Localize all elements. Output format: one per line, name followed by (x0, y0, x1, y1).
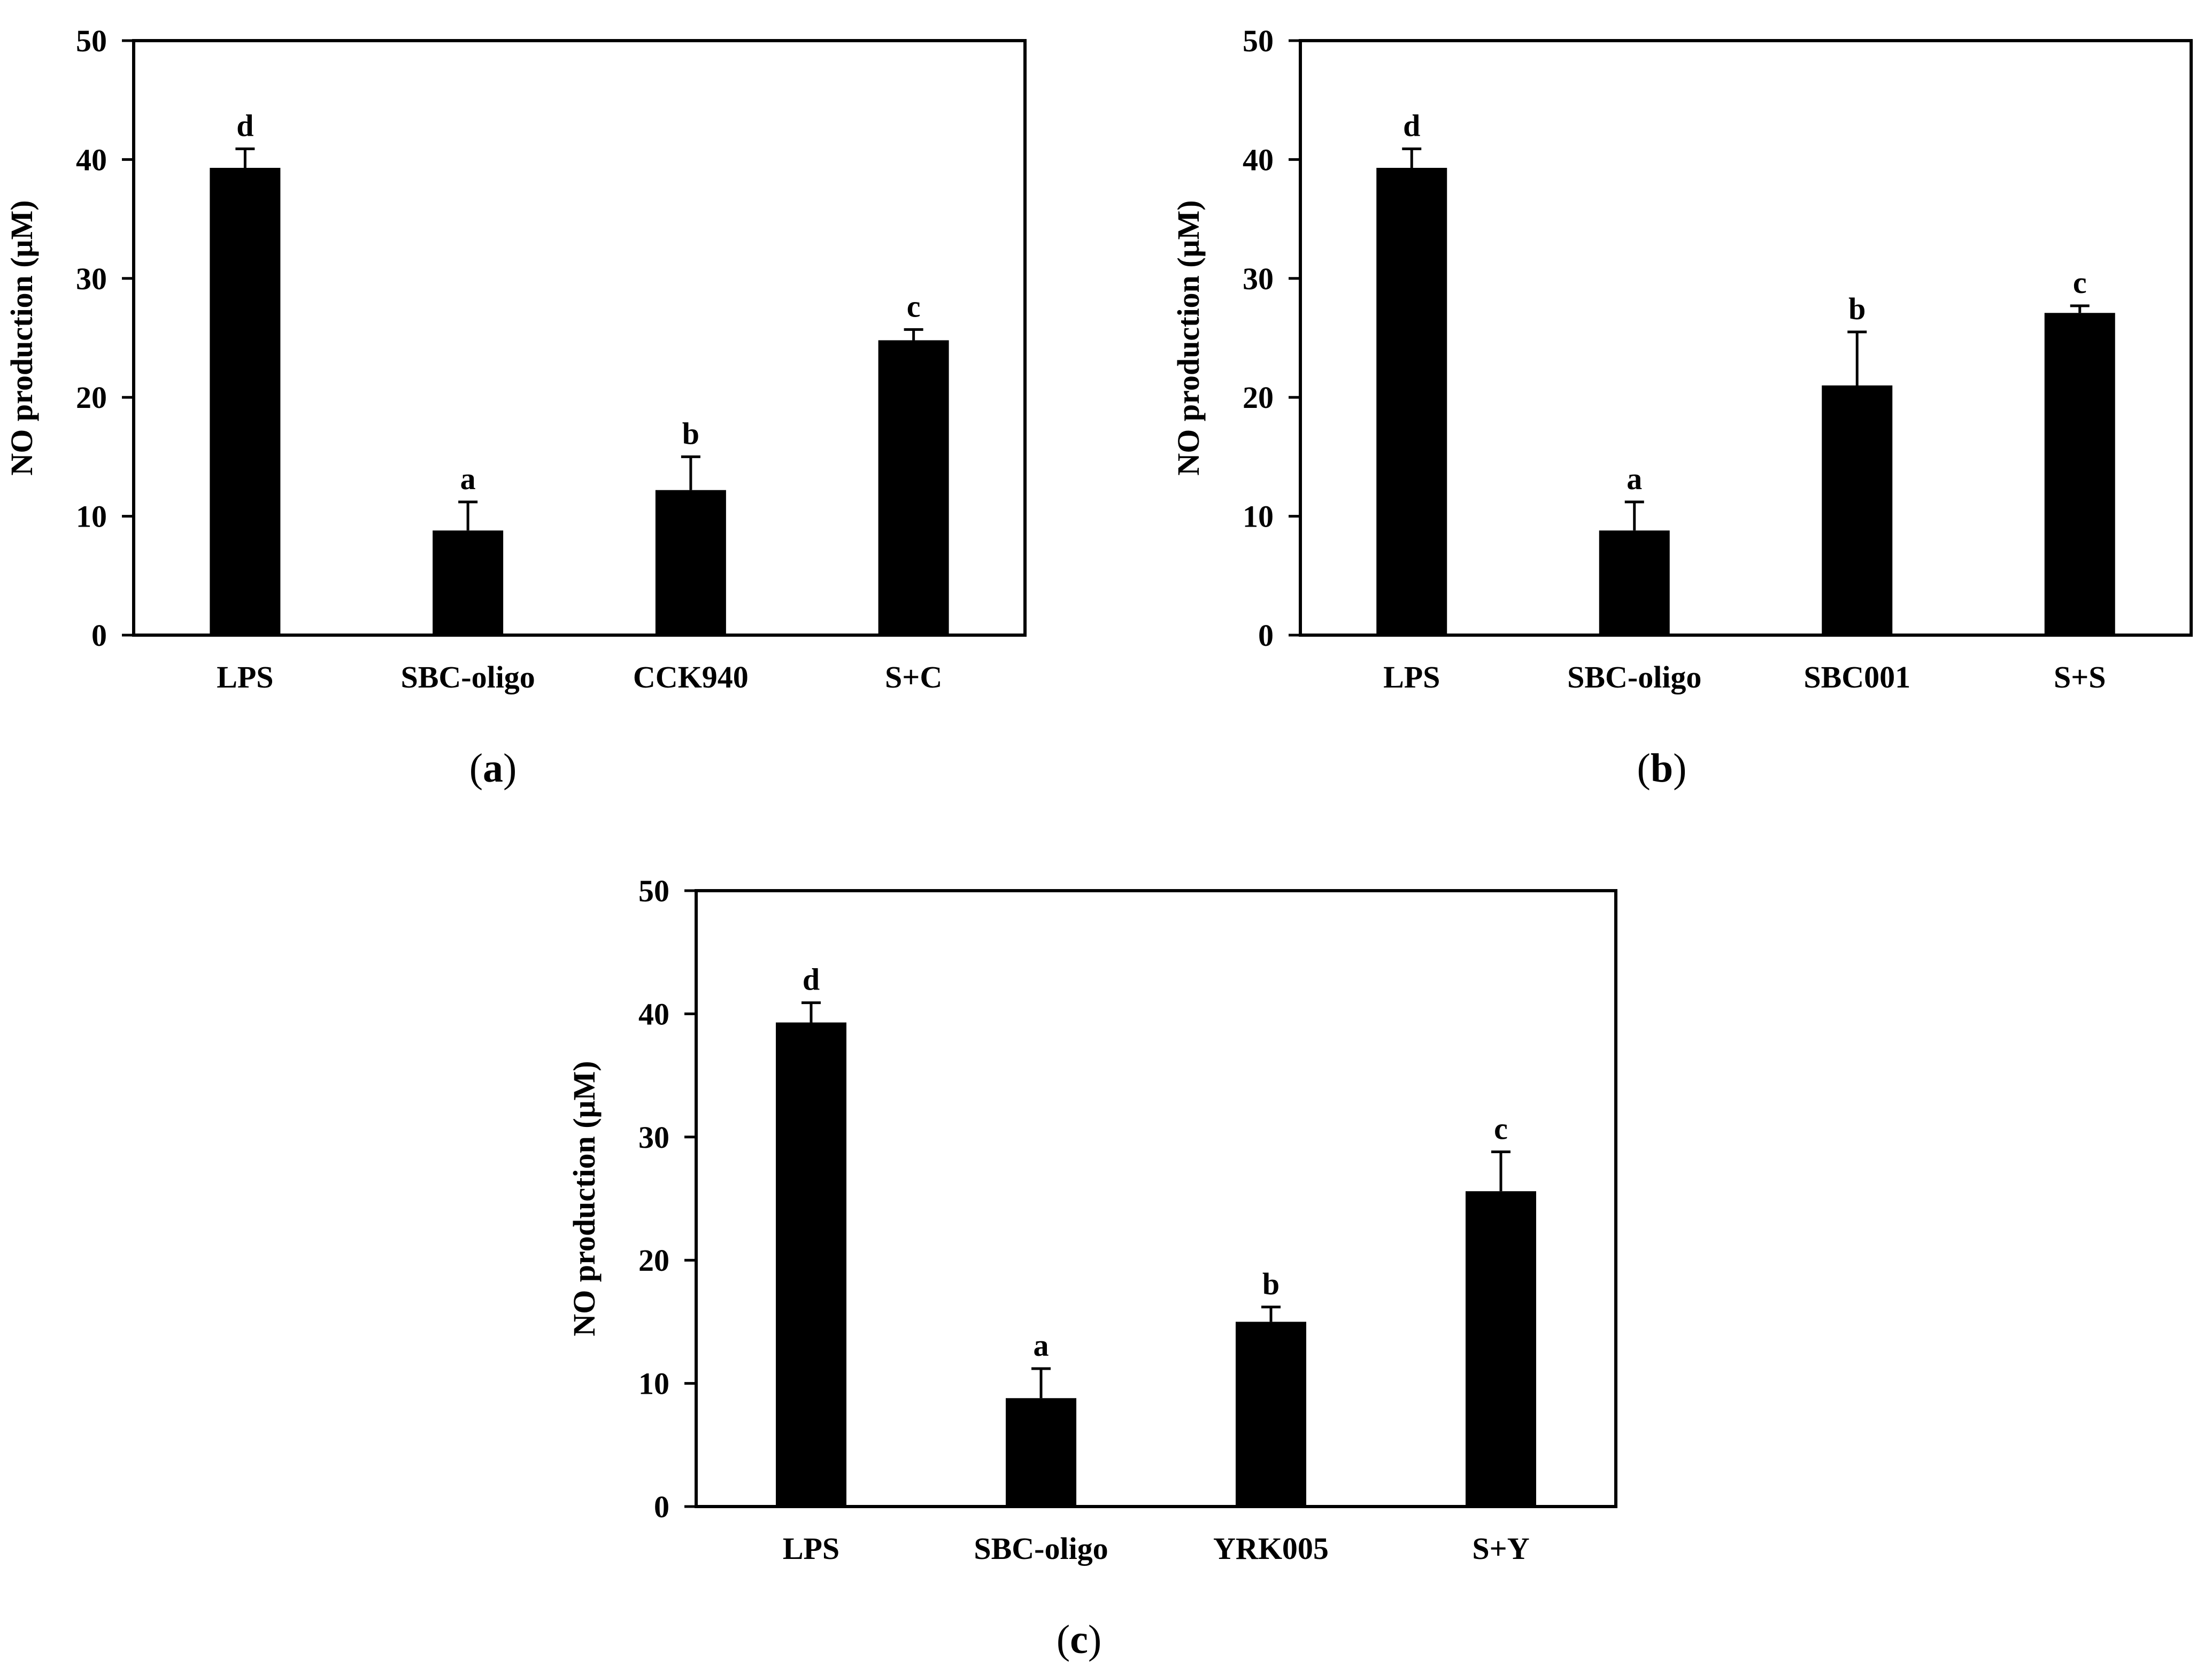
bar (433, 530, 504, 635)
significance-letter: d (803, 962, 820, 997)
bar (210, 167, 281, 635)
y-tick-label: 10 (638, 1366, 669, 1401)
x-category-label: SBC-oligo (1567, 660, 1701, 694)
y-tick-label: 30 (1243, 261, 1274, 296)
panel-letter: b (1651, 746, 1673, 791)
bar (1376, 167, 1447, 635)
y-tick-label: 40 (638, 997, 669, 1031)
plot-frame (695, 889, 1617, 1508)
bar (776, 1022, 846, 1507)
bar (1466, 1191, 1536, 1507)
y-tick-label: 10 (1243, 499, 1274, 534)
y-tick-label: 40 (76, 142, 107, 177)
panel-label-c: (c) (1057, 1617, 1101, 1662)
x-category-label: LPS (1383, 660, 1440, 694)
y-tick-label: 20 (638, 1243, 669, 1278)
y-tick-label: 50 (1243, 24, 1274, 58)
x-category-label: CCK940 (633, 660, 749, 694)
bar (655, 490, 726, 635)
x-category-label: YRK005 (1213, 1531, 1329, 1566)
plot-frame (1299, 39, 2193, 637)
x-category-label: LPS (217, 660, 273, 694)
x-category-label: S+S (2054, 660, 2106, 694)
y-tick-label: 20 (76, 380, 107, 415)
y-tick-label: 0 (1258, 618, 1274, 653)
significance-letter: b (1848, 291, 1866, 326)
bar (2044, 313, 2115, 635)
significance-letter: a (1627, 461, 1642, 496)
y-tick-label: 50 (76, 24, 107, 58)
y-axis-title: NO production (μM) (1171, 200, 1206, 475)
x-category-label: S+Y (1472, 1531, 1529, 1566)
y-tick-label: 20 (1243, 380, 1274, 415)
y-axis-ticks: 0 10 20 30 40 50 (638, 874, 696, 1524)
bar-series: d LPS a SBC-oligo b CCK940 c S+C (210, 108, 949, 694)
panel-letter: c (1070, 1617, 1088, 1662)
significance-letter: c (1494, 1111, 1508, 1146)
bar (878, 340, 949, 635)
bar (1006, 1398, 1076, 1507)
significance-letter: c (907, 289, 921, 323)
chart-panel-a: 0 10 20 30 40 50 d LPS a SBC-oligo b CCK940 c S+C NO… (4, 24, 1027, 791)
significance-letter: b (682, 416, 699, 451)
bar-series: d LPS a SBC-oligo b YRK005 c S+Y (776, 962, 1536, 1566)
y-tick-label: 30 (638, 1120, 669, 1155)
y-axis-ticks: 0 10 20 30 40 50 (1243, 24, 1300, 653)
x-category-label: LPS (783, 1531, 839, 1566)
y-tick-label: 40 (1243, 142, 1274, 177)
panel-label-b: (b) (1637, 746, 1687, 791)
y-axis-title: NO production (μM) (4, 200, 39, 475)
bar (1599, 530, 1670, 635)
bar-series: d LPS a SBC-oligo b SBC001 c S+S (1376, 108, 2115, 694)
significance-letter: d (236, 108, 253, 143)
significance-letter: d (1403, 108, 1420, 143)
panel-label-a: (a) (469, 746, 517, 791)
bar (1822, 385, 1893, 635)
y-axis-title: NO production (μM) (567, 1061, 602, 1336)
x-category-label: SBC-oligo (400, 660, 535, 694)
plot-frame (132, 39, 1027, 637)
significance-letter: b (1262, 1267, 1280, 1301)
significance-letter: a (1034, 1328, 1049, 1363)
chart-panel-b: 0 10 20 30 40 50 d LPS a SBC-oligo b SBC001 c S+S NO… (1171, 24, 2193, 791)
significance-letter: a (460, 461, 476, 496)
y-tick-label: 50 (638, 874, 669, 908)
chart-panel-c: 0 10 20 30 40 50 d LPS a SBC-oligo b YRK005 c S+Y NO… (567, 874, 1617, 1662)
y-tick-label: 30 (76, 261, 107, 296)
panel-letter: a (483, 746, 503, 791)
y-tick-label: 0 (91, 618, 107, 653)
x-category-label: SBC-oligo (974, 1531, 1108, 1566)
y-axis-ticks: 0 10 20 30 40 50 (76, 24, 134, 653)
y-tick-label: 10 (76, 499, 107, 534)
x-category-label: S+C (885, 660, 942, 694)
x-category-label: SBC001 (1803, 660, 1910, 694)
significance-letter: c (2073, 265, 2087, 300)
bar (1236, 1322, 1306, 1507)
y-tick-label: 0 (654, 1489, 669, 1524)
